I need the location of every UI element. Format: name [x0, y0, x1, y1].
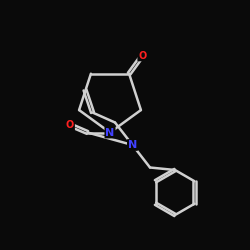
Text: O: O: [66, 120, 74, 130]
Text: N: N: [128, 140, 137, 150]
Text: O: O: [138, 50, 146, 60]
Text: N: N: [106, 128, 114, 138]
